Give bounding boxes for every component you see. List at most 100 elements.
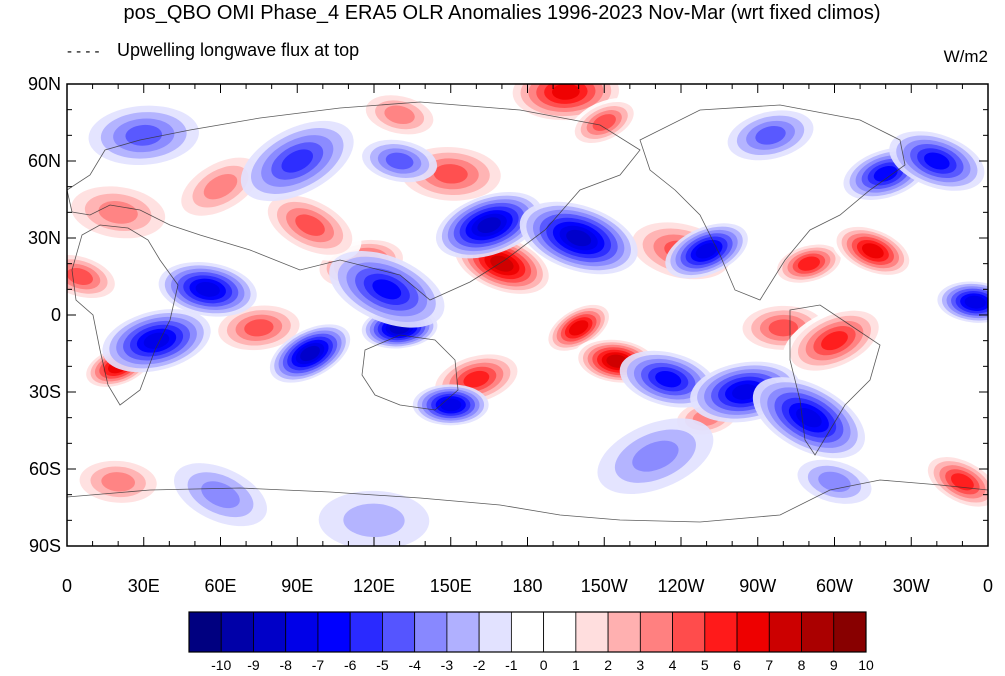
colorbar-label: 10: [858, 657, 874, 673]
anomaly-contour: [98, 200, 138, 224]
anomaly-contour: [695, 243, 718, 259]
anomaly-contour: [343, 503, 405, 538]
anomaly-contour: [568, 320, 589, 336]
colorbar-label: -7: [312, 657, 325, 673]
anomaly-contour: [372, 279, 402, 300]
colorbar-label: 4: [669, 657, 677, 673]
coastline-south-america: [789, 304, 881, 456]
colorbar-swatch: [220, 611, 254, 653]
colorbar-swatch: [672, 611, 706, 653]
y-axis: 90N 60N 30N 0 30S 60S 90S: [28, 74, 988, 556]
anomaly-contour: [477, 217, 501, 234]
anomaly-region: [158, 262, 257, 317]
colorbar-label: -6: [344, 657, 357, 673]
anomaly-contour: [552, 84, 580, 100]
units-label: W/m2: [944, 47, 988, 66]
anomaly-region: [782, 305, 887, 376]
anomaly-contour: [385, 152, 414, 170]
x-tick-label: 90W: [739, 576, 776, 596]
anomaly-region: [889, 131, 985, 191]
anomaly-contour: [125, 124, 163, 146]
anomaly-regions: [67, 84, 988, 546]
anomaly-region: [771, 241, 846, 286]
anomaly-region: [568, 97, 640, 148]
colorbar-label: 5: [701, 657, 709, 673]
colorbar-swatch: [768, 611, 802, 653]
coastline-antarctica: [67, 479, 988, 523]
y-tick-label: 90N: [28, 74, 61, 94]
anomaly-region: [258, 189, 362, 262]
x-tick-label: 120W: [657, 576, 704, 596]
colorbar-swatch: [253, 611, 287, 653]
colorbar-label: 0: [540, 657, 548, 673]
anomaly-contour: [755, 126, 786, 145]
x-tick-label: 90E: [281, 576, 313, 596]
anomaly-contour: [384, 105, 415, 125]
anomaly-region: [752, 377, 865, 459]
colorbar-swatch: [833, 611, 867, 653]
colorbar-swatch: [639, 611, 673, 653]
colorbar-label: 8: [798, 657, 806, 673]
anomaly-contour: [433, 164, 468, 184]
anomaly-region: [727, 110, 814, 161]
anomaly-contour: [463, 370, 490, 388]
colorbar-swatch: [607, 611, 641, 653]
colorbar-label: 2: [604, 657, 612, 673]
colorbar-swatch: [704, 611, 738, 653]
colorbar-label: -3: [441, 657, 454, 673]
anomaly-contour: [632, 440, 679, 472]
anomaly-region: [67, 250, 123, 303]
anomaly-contour: [818, 471, 851, 492]
anomaly-region: [174, 463, 267, 527]
anomaly-contour: [281, 149, 314, 173]
anomaly-region: [797, 459, 872, 504]
x-tick-label: 30W: [893, 576, 930, 596]
colorbar-swatch: [317, 611, 351, 653]
anomaly-region: [240, 120, 354, 202]
anomaly-contour: [300, 345, 320, 362]
chart-subtitle: Upwelling longwave flux at top: [117, 40, 359, 60]
colorbar-label: 7: [765, 657, 773, 673]
anomaly-region: [435, 191, 543, 259]
anomaly-region: [937, 281, 988, 323]
anomaly-contour: [101, 472, 136, 492]
y-tick-label: 30S: [29, 382, 61, 402]
anomaly-contour: [143, 332, 170, 349]
anomaly-contour: [195, 281, 220, 297]
anomaly-contour: [950, 473, 974, 491]
coastline-eurasia: [67, 101, 641, 301]
y-tick-label: 0: [51, 305, 61, 325]
anomaly-contour: [490, 255, 514, 272]
x-tick-label: 60E: [204, 576, 236, 596]
colorbar-label: -10: [211, 657, 231, 673]
anomaly-contour: [566, 229, 592, 247]
y-tick-label: 90S: [29, 536, 61, 556]
anomaly-region: [412, 384, 489, 426]
anomaly-contour: [244, 319, 274, 337]
anomaly-contour: [295, 214, 325, 236]
coastline-north-america: [639, 104, 906, 301]
colorbar-label: -8: [279, 657, 292, 673]
colorbar-swatch: [543, 611, 577, 653]
coastline-africa: [71, 224, 179, 406]
colorbar: -10 -9 -8 -7 -6 -5 -4 -3 -2 -1 0 1 2 3 4 5 6 7 8 9 10: [188, 611, 874, 673]
colorbar-swatch: [510, 611, 545, 653]
colorbar-label: 9: [830, 657, 838, 673]
y-tick-label: 60S: [29, 459, 61, 479]
anomaly-region: [362, 139, 438, 183]
x-tick-label: 180: [512, 576, 542, 596]
colorbar-swatch: [188, 611, 222, 653]
anomaly-contour: [873, 165, 898, 182]
colorbar-label: -4: [408, 657, 421, 673]
colorbar-swatch: [382, 611, 416, 653]
y-tick-label: 30N: [28, 228, 61, 248]
anomaly-region: [318, 490, 430, 546]
anomaly-contour: [862, 243, 884, 259]
colorbar-label: -9: [247, 657, 260, 673]
anomaly-contour: [732, 384, 758, 400]
colorbar-swatch: [349, 611, 383, 653]
x-tick-label: 0: [62, 576, 72, 596]
x-tick-label: 120E: [353, 576, 395, 596]
colorbar-label: 1: [572, 657, 580, 673]
